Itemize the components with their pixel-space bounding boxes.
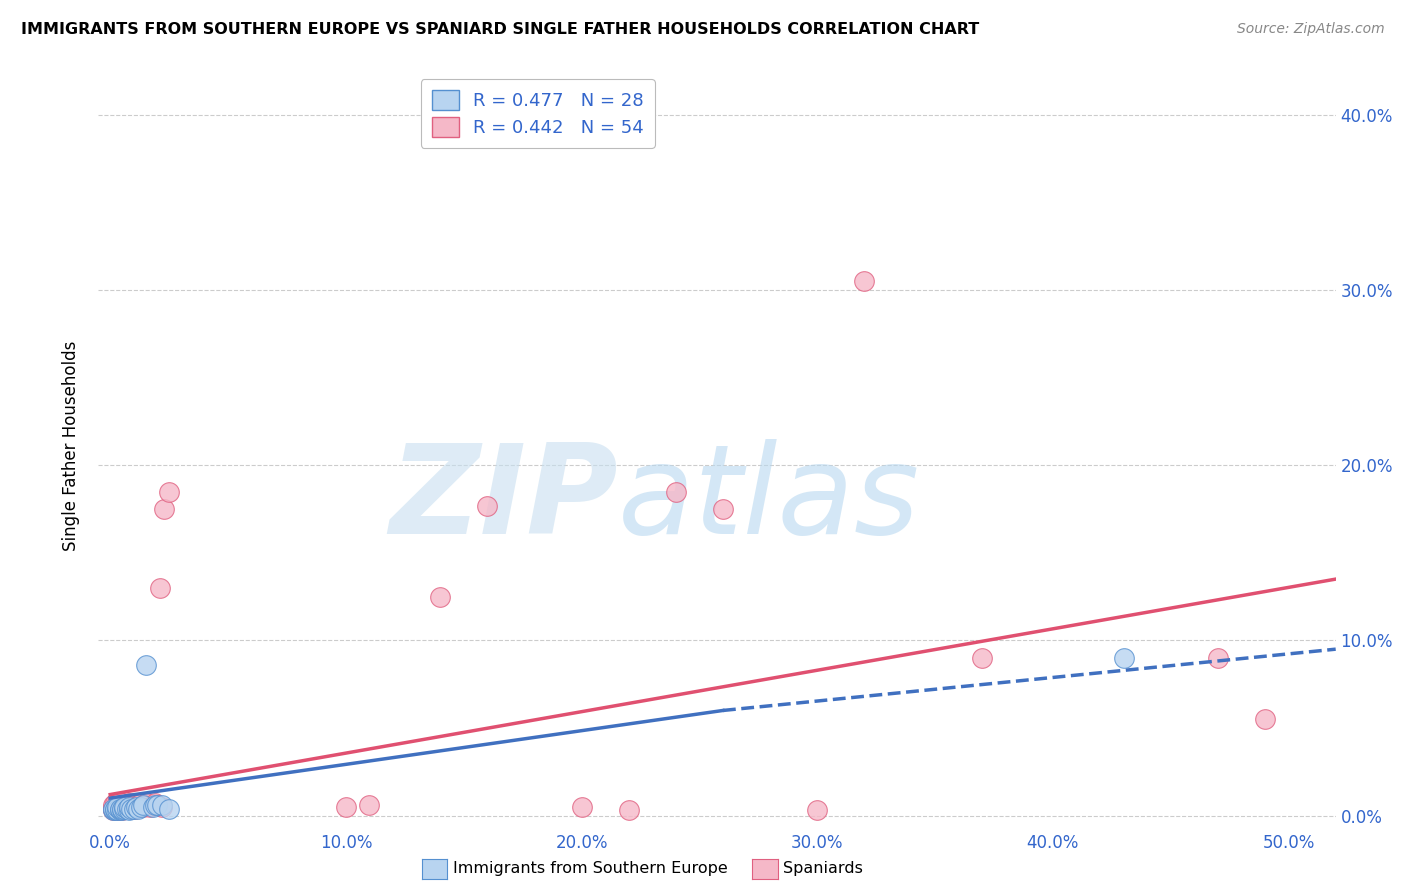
- Text: ZIP: ZIP: [389, 439, 619, 560]
- Point: [335, 799, 357, 814]
- Point: [429, 590, 451, 604]
- Point: [142, 799, 165, 814]
- Point: [1206, 651, 1229, 665]
- Point: [122, 801, 145, 815]
- Legend: R = 0.477   N = 28, R = 0.442   N = 54: R = 0.477 N = 28, R = 0.442 N = 54: [420, 79, 655, 148]
- Point: [118, 799, 141, 814]
- Point: [122, 801, 145, 815]
- Point: [149, 581, 172, 595]
- Point: [101, 803, 124, 817]
- Point: [104, 801, 127, 815]
- Point: [972, 651, 994, 665]
- Point: [112, 801, 135, 815]
- Point: [153, 502, 176, 516]
- Point: [118, 801, 141, 815]
- Point: [104, 797, 127, 811]
- Point: [125, 799, 148, 814]
- Point: [142, 798, 165, 813]
- Text: Source: ZipAtlas.com: Source: ZipAtlas.com: [1237, 22, 1385, 37]
- Point: [135, 797, 157, 811]
- Point: [617, 803, 640, 817]
- Point: [120, 799, 142, 814]
- Point: [1254, 712, 1277, 726]
- Point: [150, 799, 173, 814]
- Point: [105, 797, 128, 811]
- Point: [104, 803, 127, 817]
- Point: [127, 801, 149, 815]
- Point: [129, 799, 152, 814]
- Point: [132, 798, 155, 813]
- Point: [108, 801, 131, 815]
- Point: [477, 499, 499, 513]
- Point: [108, 795, 131, 809]
- Text: Immigrants from Southern Europe: Immigrants from Southern Europe: [453, 862, 727, 876]
- Point: [112, 799, 135, 814]
- Point: [104, 799, 127, 814]
- Point: [104, 801, 127, 815]
- Point: [105, 799, 128, 814]
- Point: [1112, 651, 1135, 665]
- Point: [111, 803, 134, 817]
- Point: [112, 801, 135, 815]
- Point: [143, 797, 166, 811]
- Point: [105, 799, 128, 814]
- Point: [132, 799, 155, 814]
- Point: [104, 803, 127, 817]
- Text: IMMIGRANTS FROM SOUTHERN EUROPE VS SPANIARD SINGLE FATHER HOUSEHOLDS CORRELATION: IMMIGRANTS FROM SOUTHERN EUROPE VS SPANI…: [21, 22, 980, 37]
- Point: [115, 801, 138, 815]
- Point: [108, 803, 131, 817]
- Point: [711, 502, 734, 516]
- Point: [111, 801, 134, 815]
- Point: [105, 803, 128, 817]
- Point: [122, 798, 145, 813]
- Point: [125, 799, 148, 814]
- Point: [146, 798, 169, 813]
- Point: [853, 274, 876, 288]
- Point: [105, 801, 128, 815]
- Point: [127, 798, 149, 813]
- Point: [115, 798, 138, 813]
- Point: [157, 801, 180, 815]
- Point: [101, 801, 124, 815]
- Point: [118, 797, 141, 811]
- Point: [108, 798, 131, 813]
- Point: [112, 799, 135, 814]
- Point: [143, 798, 166, 813]
- Point: [139, 799, 162, 814]
- Point: [111, 803, 134, 817]
- Point: [101, 798, 124, 813]
- Point: [135, 657, 157, 672]
- Text: Spaniards: Spaniards: [783, 862, 863, 876]
- Point: [665, 484, 688, 499]
- Point: [105, 803, 128, 817]
- Point: [101, 801, 124, 815]
- Y-axis label: Single Father Households: Single Father Households: [62, 341, 80, 551]
- Point: [571, 799, 593, 814]
- Point: [118, 803, 141, 817]
- Point: [108, 803, 131, 817]
- Point: [101, 803, 124, 817]
- Point: [115, 799, 138, 814]
- Point: [157, 484, 180, 499]
- Point: [359, 798, 381, 813]
- Point: [150, 798, 173, 813]
- Point: [120, 801, 142, 815]
- Point: [146, 798, 169, 813]
- Point: [111, 799, 134, 814]
- Point: [806, 803, 828, 817]
- Point: [108, 801, 131, 815]
- Text: atlas: atlas: [619, 439, 920, 560]
- Point: [101, 799, 124, 814]
- Point: [129, 797, 152, 811]
- Point: [111, 798, 134, 813]
